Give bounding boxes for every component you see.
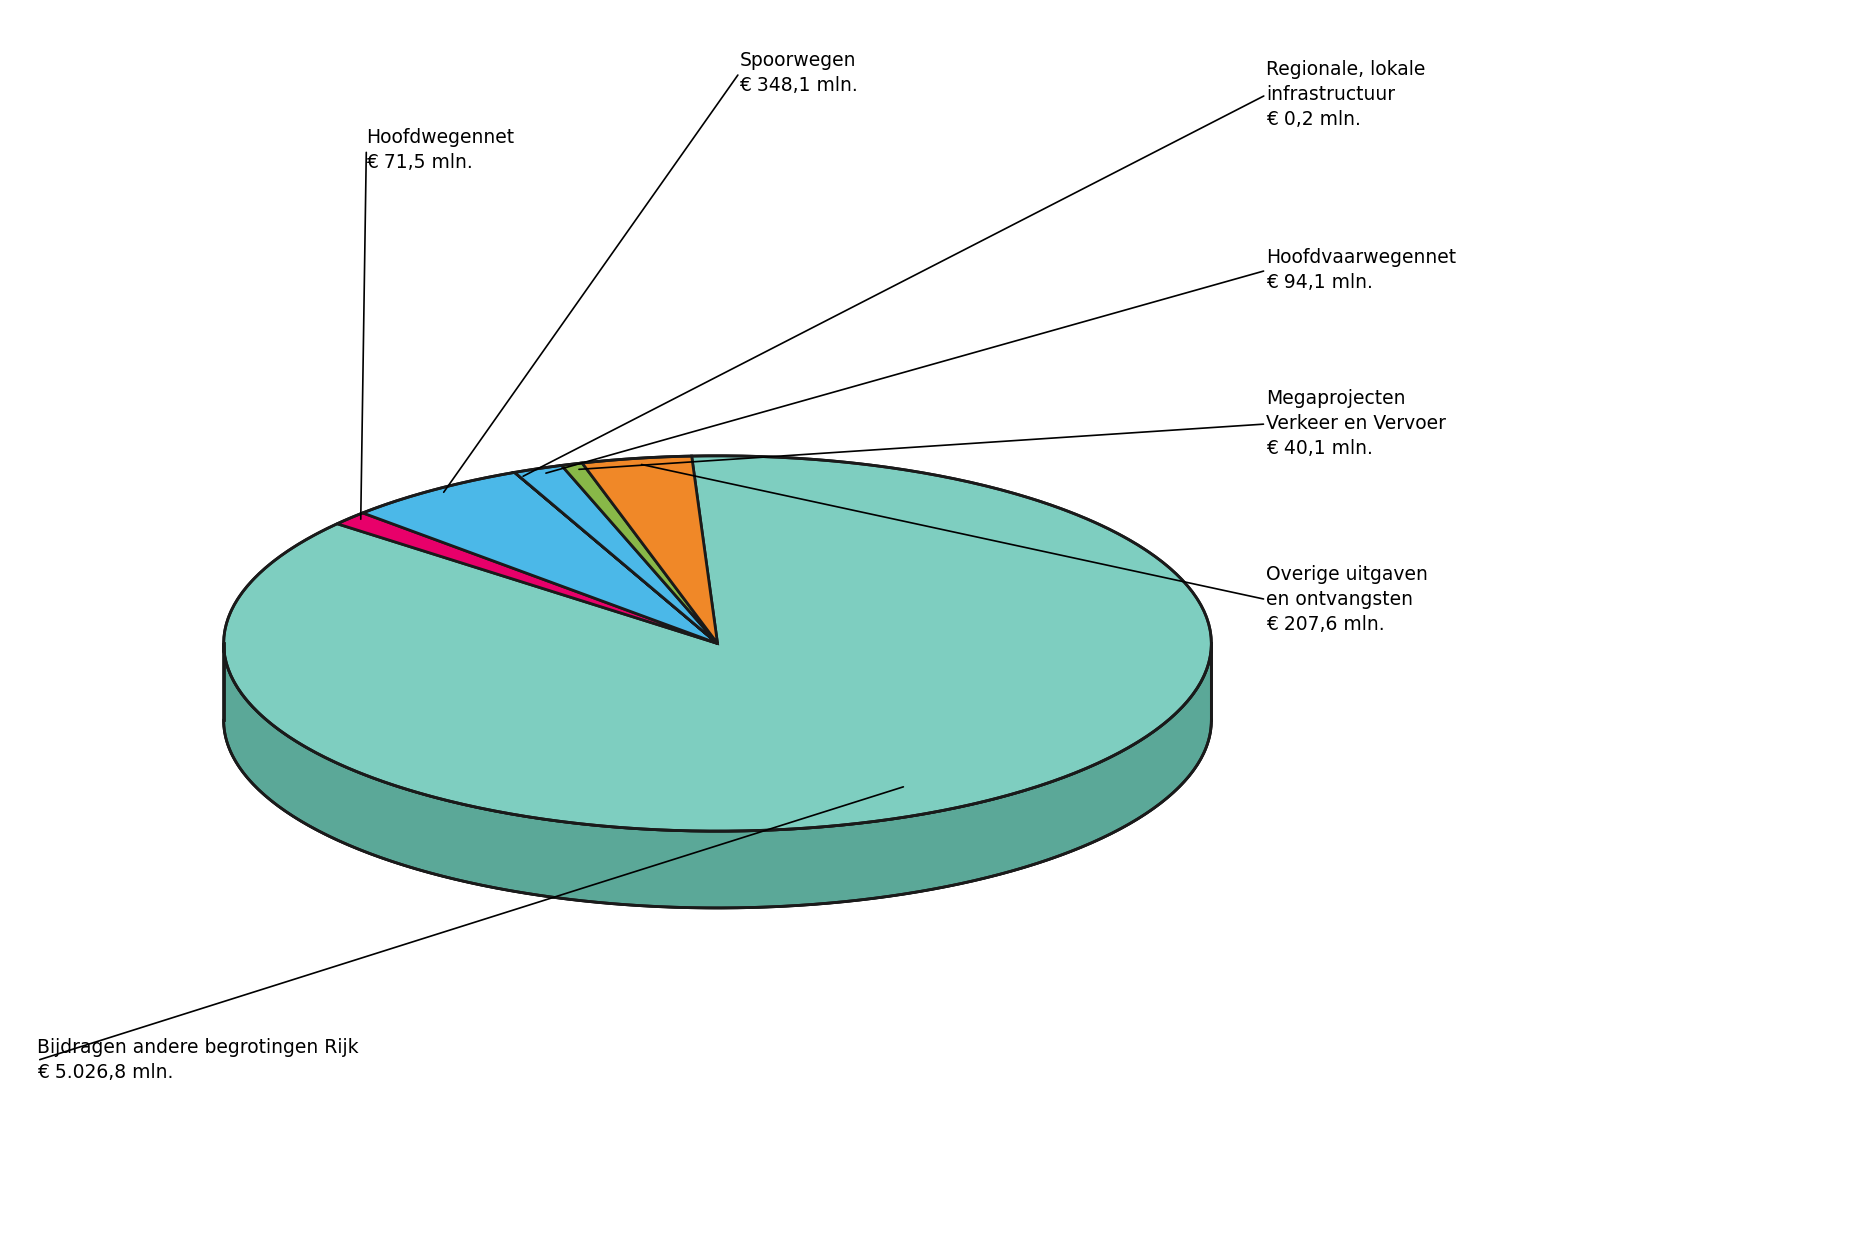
Text: Megaprojecten
Verkeer en Vervoer
€ 40,1 mln.: Megaprojecten Verkeer en Vervoer € 40,1 …: [1266, 390, 1446, 459]
Polygon shape: [337, 513, 717, 643]
Text: Bijdragen andere begrotingen Rijk
€ 5.026,8 mln.: Bijdragen andere begrotingen Rijk € 5.02…: [37, 1038, 358, 1082]
Polygon shape: [515, 465, 717, 643]
Text: Overige uitgaven
en ontvangsten
€ 207,6 mln.: Overige uitgaven en ontvangsten € 207,6 …: [1266, 566, 1427, 635]
Polygon shape: [363, 473, 717, 643]
Text: Hoofdvaarwegennet
€ 94,1 mln.: Hoofdvaarwegennet € 94,1 mln.: [1266, 248, 1455, 292]
Text: Spoorwegen
€ 348,1 mln.: Spoorwegen € 348,1 mln.: [740, 51, 858, 95]
Polygon shape: [583, 456, 717, 643]
Text: Hoofdwegennet
€ 71,5 mln.: Hoofdwegennet € 71,5 mln.: [365, 128, 515, 172]
Polygon shape: [223, 643, 1210, 908]
Text: Regionale, lokale
infrastructuur
€ 0,2 mln.: Regionale, lokale infrastructuur € 0,2 m…: [1266, 60, 1425, 129]
Polygon shape: [223, 455, 1210, 831]
Polygon shape: [223, 643, 1210, 908]
Polygon shape: [562, 463, 717, 643]
Polygon shape: [515, 473, 717, 643]
